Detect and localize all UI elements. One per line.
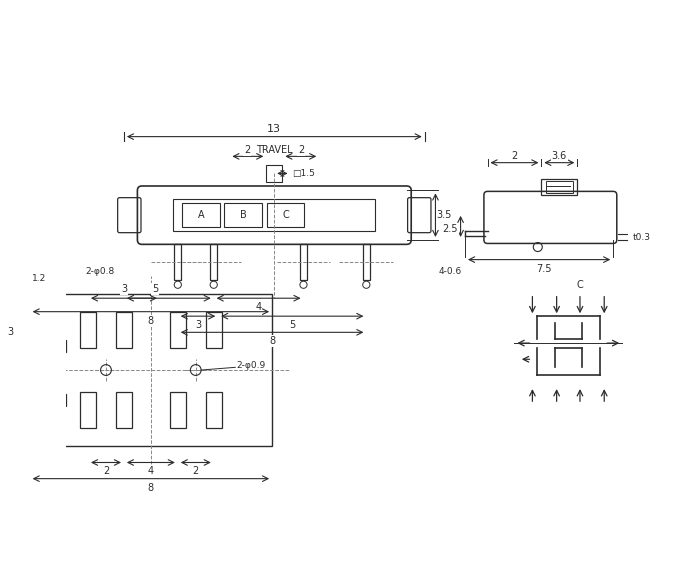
Text: 2: 2 [298, 145, 304, 155]
Text: 4-0.6: 4-0.6 [438, 267, 462, 276]
Bar [300, 244, 307, 280]
Bar [182, 203, 220, 227]
Text: 5: 5 [152, 284, 158, 294]
Text: 3: 3 [121, 284, 127, 294]
Text: 1.2: 1.2 [31, 274, 46, 283]
Text: 3: 3 [195, 320, 201, 330]
Bar [31, 394, 66, 406]
Text: 3: 3 [7, 327, 13, 337]
Bar [267, 203, 304, 227]
Text: TRAVEL: TRAVEL [256, 145, 293, 155]
Bar [206, 312, 222, 347]
Text: A: A [198, 210, 205, 220]
Bar [170, 312, 186, 347]
Text: 2-φ0.9: 2-φ0.9 [236, 361, 265, 370]
Text: C: C [576, 280, 583, 290]
Text: 2.5: 2.5 [442, 224, 458, 234]
Bar [170, 393, 186, 428]
Text: 4: 4 [148, 467, 154, 476]
Text: B: B [240, 210, 247, 220]
Bar [363, 244, 370, 280]
Text: 7.5: 7.5 [536, 264, 551, 273]
Bar [546, 181, 573, 193]
Text: □1.5: □1.5 [293, 169, 315, 178]
Text: 2: 2 [192, 467, 199, 476]
Bar [80, 393, 96, 428]
Bar [206, 393, 222, 428]
Bar [116, 393, 132, 428]
Bar [116, 312, 132, 347]
Text: 4: 4 [256, 302, 262, 312]
Text: 13: 13 [267, 124, 281, 134]
Text: 2: 2 [244, 145, 250, 155]
Text: 8: 8 [148, 316, 154, 325]
Text: 2-φ0.8: 2-φ0.8 [86, 267, 115, 276]
Text: 8: 8 [269, 336, 275, 346]
Text: C: C [282, 210, 289, 220]
Bar [210, 244, 218, 280]
Bar [30, 294, 272, 446]
Bar [224, 203, 262, 227]
Bar [31, 340, 66, 352]
Text: 2: 2 [512, 151, 518, 162]
Bar [174, 244, 181, 280]
Bar [173, 199, 375, 231]
Bar [80, 312, 96, 347]
Text: t0.3: t0.3 [633, 233, 651, 242]
Text: 8: 8 [148, 483, 154, 493]
Text: 5: 5 [290, 320, 296, 330]
Text: 3.5: 3.5 [436, 210, 452, 220]
Bar [542, 179, 577, 195]
Text: 2: 2 [103, 467, 109, 476]
Bar [266, 166, 282, 181]
Text: 3.6: 3.6 [552, 151, 567, 162]
